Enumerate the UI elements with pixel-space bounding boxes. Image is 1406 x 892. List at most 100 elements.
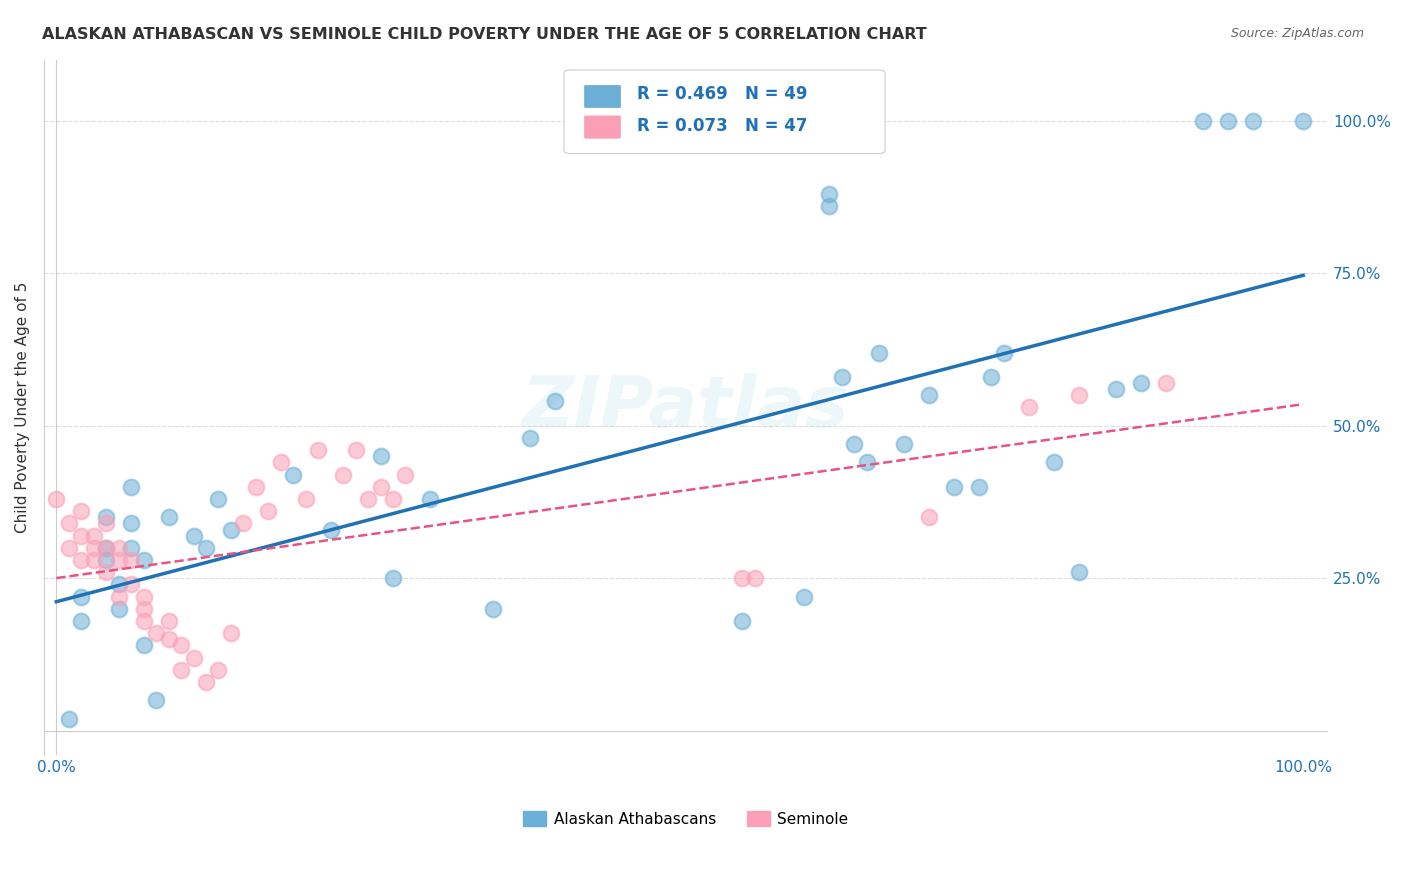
Point [481, 602, 503, 616]
Point [132, 590, 155, 604]
Point [1043, 455, 1066, 469]
Point [1067, 388, 1090, 402]
Point [170, 639, 193, 653]
Point [1154, 376, 1177, 390]
Point [1130, 376, 1153, 390]
Point [967, 480, 990, 494]
Point [120, 553, 142, 567]
Point [918, 510, 941, 524]
Point [319, 523, 342, 537]
Point [232, 516, 254, 531]
Point [157, 614, 180, 628]
Point [283, 467, 305, 482]
Point [96, 541, 118, 555]
Point [1292, 113, 1315, 128]
Point [83, 553, 105, 567]
Text: R = 0.073   N = 47: R = 0.073 N = 47 [637, 117, 807, 135]
Point [1218, 113, 1240, 128]
FancyBboxPatch shape [585, 86, 620, 108]
Point [993, 345, 1015, 359]
Point [219, 626, 242, 640]
Point [856, 455, 879, 469]
Point [70, 504, 93, 518]
Text: ALASKAN ATHABASCAN VS SEMINOLE CHILD POVERTY UNDER THE AGE OF 5 CORRELATION CHAR: ALASKAN ATHABASCAN VS SEMINOLE CHILD POV… [42, 27, 927, 42]
Point [70, 553, 93, 567]
Text: ZIPatlas: ZIPatlas [522, 373, 849, 442]
Point [219, 523, 242, 537]
Point [831, 370, 853, 384]
Point [107, 553, 129, 567]
Point [70, 528, 93, 542]
Point [70, 614, 93, 628]
Point [370, 480, 392, 494]
Point [893, 437, 915, 451]
Point [132, 602, 155, 616]
Point [207, 491, 229, 506]
Point [868, 345, 890, 359]
Point [132, 553, 155, 567]
Point [844, 437, 866, 451]
Point [382, 491, 405, 506]
Point [120, 577, 142, 591]
Point [96, 516, 118, 531]
Point [132, 639, 155, 653]
Point [45, 491, 67, 506]
Point [120, 541, 142, 555]
Point [943, 480, 966, 494]
Point [107, 577, 129, 591]
Point [370, 450, 392, 464]
Point [96, 541, 118, 555]
Point [183, 528, 205, 542]
Point [257, 504, 280, 518]
Point [58, 516, 80, 531]
Point [731, 571, 754, 585]
Point [83, 528, 105, 542]
Point [818, 199, 841, 213]
Text: R = 0.469   N = 49: R = 0.469 N = 49 [637, 86, 807, 103]
Point [419, 491, 441, 506]
Point [145, 626, 167, 640]
Point [1241, 113, 1264, 128]
Point [58, 541, 80, 555]
Point [1192, 113, 1215, 128]
Point [793, 590, 815, 604]
Point [744, 571, 766, 585]
Point [382, 571, 405, 585]
Point [980, 370, 1002, 384]
Point [107, 602, 129, 616]
Point [818, 186, 841, 201]
Point [307, 443, 329, 458]
Point [183, 650, 205, 665]
Point [145, 693, 167, 707]
Point [157, 510, 180, 524]
Point [70, 590, 93, 604]
Point [544, 394, 567, 409]
Point [294, 491, 316, 506]
Point [120, 480, 142, 494]
Point [83, 541, 105, 555]
Point [157, 632, 180, 647]
Point [107, 541, 129, 555]
Y-axis label: Child Poverty Under the Age of 5: Child Poverty Under the Age of 5 [15, 282, 30, 533]
FancyBboxPatch shape [585, 116, 620, 138]
Point [194, 541, 217, 555]
Point [519, 431, 541, 445]
Point [96, 566, 118, 580]
Text: Source: ZipAtlas.com: Source: ZipAtlas.com [1230, 27, 1364, 40]
Point [1105, 382, 1128, 396]
Point [270, 455, 292, 469]
Point [96, 510, 118, 524]
Point [357, 491, 380, 506]
Point [394, 467, 416, 482]
Point [245, 480, 267, 494]
Point [344, 443, 367, 458]
Point [207, 663, 229, 677]
Point [332, 467, 354, 482]
Point [96, 553, 118, 567]
Legend: Alaskan Athabascans, Seminole: Alaskan Athabascans, Seminole [517, 805, 855, 833]
FancyBboxPatch shape [564, 70, 884, 153]
Point [1067, 566, 1090, 580]
Point [132, 614, 155, 628]
Point [170, 663, 193, 677]
Point [194, 675, 217, 690]
